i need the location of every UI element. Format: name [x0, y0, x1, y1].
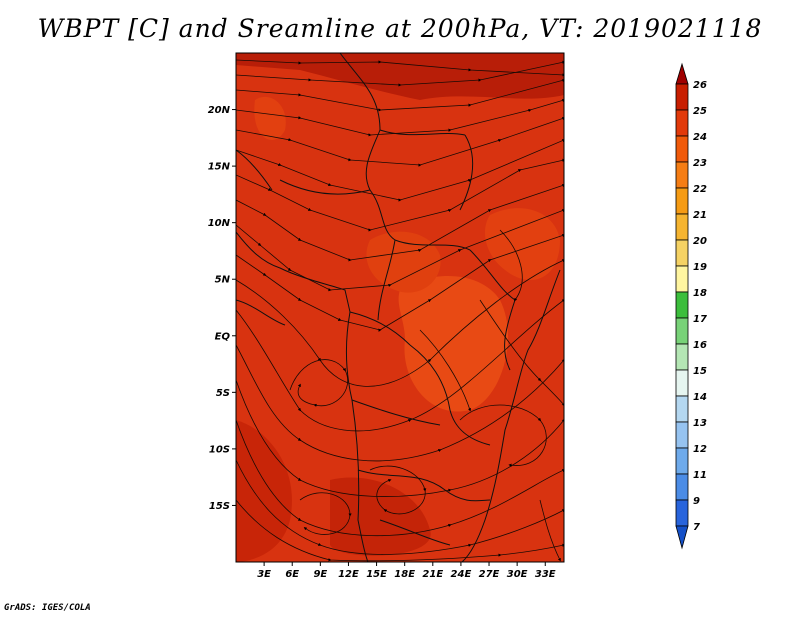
lon-tick-label: 9E	[313, 569, 327, 580]
colorbar-label: 9	[693, 496, 700, 507]
footer-credit: GrADS: IGES/COLA	[4, 603, 91, 613]
lon-tick-label: 12E	[338, 569, 359, 580]
colorbar-segment	[675, 135, 689, 163]
lon-tick-label: 21E	[422, 569, 443, 580]
colorbar-label: 21	[693, 210, 707, 221]
colorbar-label: 22	[693, 184, 707, 195]
colorbar-label: 17	[693, 314, 707, 325]
streamlines	[236, 59, 564, 562]
lat-tick-label: 10N	[208, 218, 231, 229]
lat-tick-label: 15N	[208, 162, 231, 173]
colorbar-label: 11	[693, 470, 707, 481]
colorbar-bottom-arrow	[675, 525, 689, 550]
lat-tick-label: 20N	[208, 105, 231, 116]
lat-tick-label: 15S	[209, 501, 230, 512]
colorbar-segment	[675, 161, 689, 189]
colorbar-label: 26	[693, 80, 707, 91]
lon-tick-label: 18E	[394, 569, 415, 580]
lat-tick-label: 5S	[216, 388, 230, 399]
colorbar-segment	[675, 343, 689, 371]
colorbar-segment	[675, 239, 689, 267]
colorbar-segment	[675, 291, 689, 319]
colorbar-segment	[675, 109, 689, 137]
latitude-axis: 20N 15N 10N 5N EQ 5S 10S 15S	[208, 105, 236, 512]
colorbar: 26 25 24 23 22 21 20 19 18 17 16 15 14 13 12 11 9 7	[675, 62, 707, 550]
lat-tick-label: 5N	[215, 275, 231, 286]
lon-tick-label: 30E	[507, 569, 528, 580]
colorbar-label: 25	[693, 106, 707, 117]
lat-tick-label: 10S	[209, 444, 230, 455]
colorbar-segment	[675, 421, 689, 449]
colorbar-label: 13	[693, 418, 707, 429]
lon-tick-label: 24E	[451, 569, 472, 580]
colorbar-label: 20	[693, 236, 707, 247]
colorbar-segment	[675, 265, 689, 293]
chart-title: WBPT [C] and Sreamline at 200hPa, VT: 20…	[37, 14, 763, 43]
colorbar-label: 7	[693, 522, 700, 533]
colorbar-segment	[675, 473, 689, 501]
colorbar-label: 23	[693, 158, 707, 169]
colorbar-segment	[675, 213, 689, 241]
colorbar-segment	[675, 447, 689, 475]
colorbar-label: 19	[693, 262, 707, 273]
map-figure: 20N 15N 10N 5N EQ 5S 10S 15S 3E 6E 9E 12E 15E 18E 21E…	[208, 52, 707, 580]
lon-tick-label: 15E	[366, 569, 387, 580]
lat-tick-label: EQ	[215, 331, 231, 342]
lon-tick-label: 33E	[535, 569, 556, 580]
lon-tick-label: 3E	[257, 569, 271, 580]
colorbar-label: 16	[693, 340, 707, 351]
lon-tick-label: 6E	[285, 569, 299, 580]
colorbar-segment	[675, 317, 689, 345]
colorbar-label: 14	[693, 392, 707, 403]
colorbar-label: 12	[693, 444, 707, 455]
colorbar-segment	[675, 499, 689, 527]
map-panel	[236, 53, 564, 562]
map-frame	[235, 52, 565, 563]
colorbar-label: 15	[693, 366, 707, 377]
colorbar-label: 18	[693, 288, 707, 299]
colorbar-top-arrow	[675, 62, 689, 85]
longitude-axis: 3E 6E 9E 12E 15E 18E 21E 24E 27E 30E 33E	[257, 562, 556, 580]
colorbar-segment	[675, 187, 689, 215]
colorbar-segment	[675, 369, 689, 397]
colorbar-segment	[675, 395, 689, 423]
colorbar-segment	[675, 83, 689, 111]
lon-tick-label: 27E	[479, 569, 500, 580]
wbpt-warm-patch-west	[254, 96, 286, 140]
colorbar-label: 24	[693, 132, 707, 143]
